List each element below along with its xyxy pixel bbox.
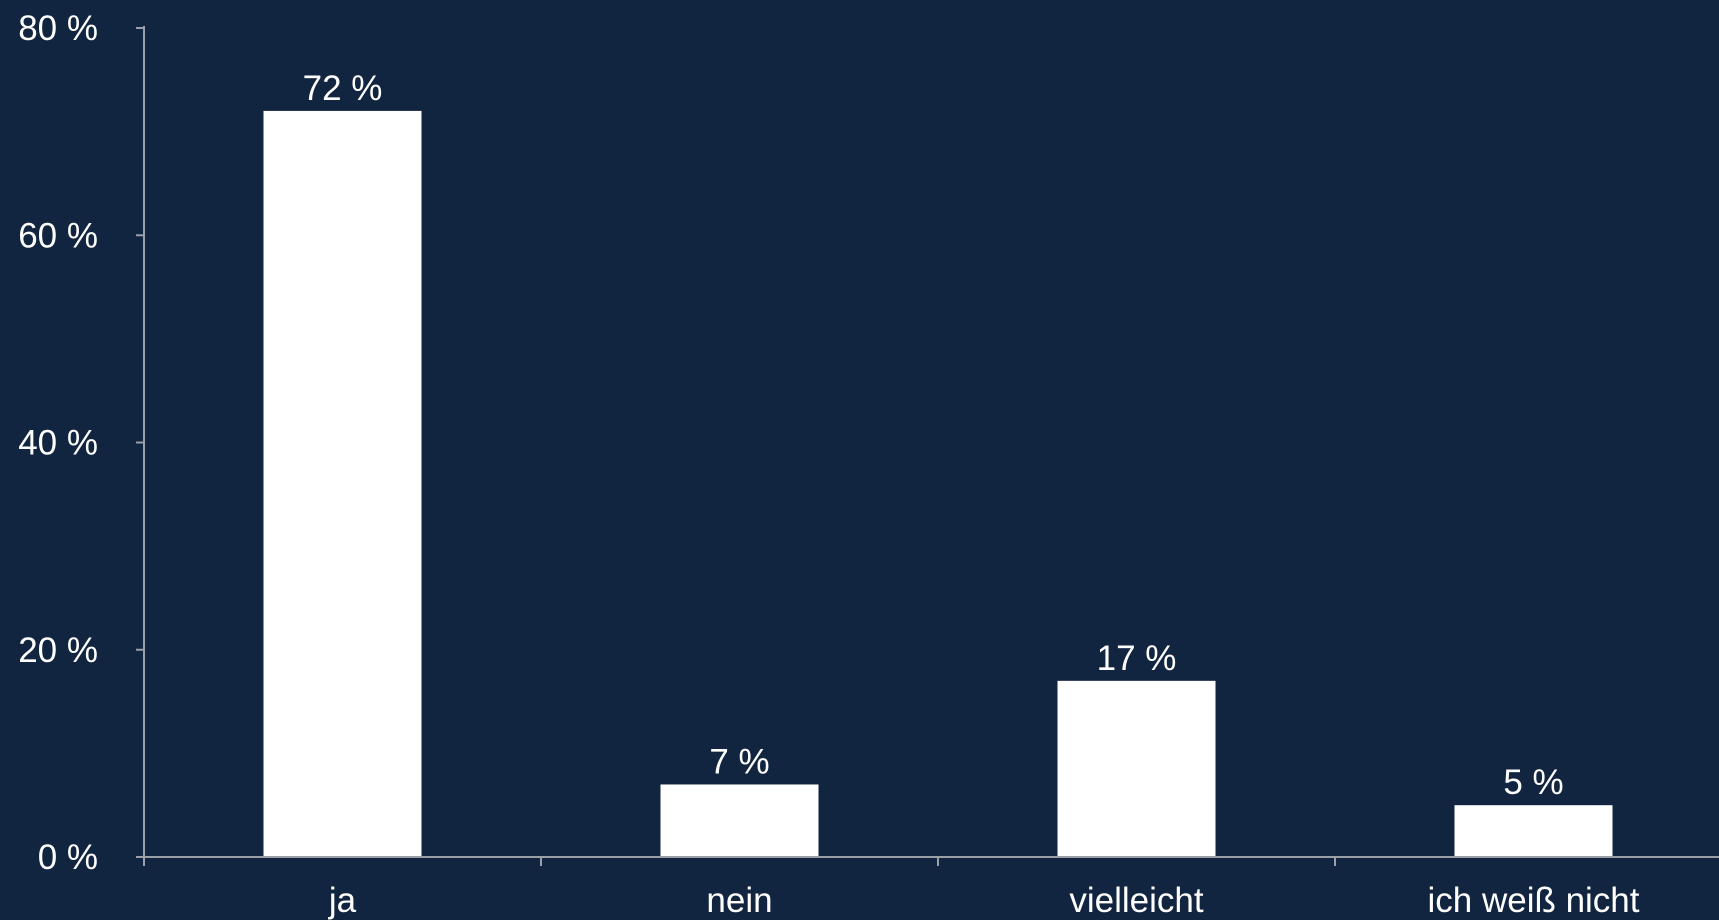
x-axis: ja nein vielleicht ich weiß nicht xyxy=(136,856,1719,920)
y-tick-label: 20 % xyxy=(18,631,98,670)
y-tick-label: 40 % xyxy=(18,424,98,463)
y-tick-label: 60 % xyxy=(18,216,98,255)
bar-0 xyxy=(263,110,422,857)
x-tick-label: nein xyxy=(706,881,772,920)
x-tick-label: ich weiß nicht xyxy=(1427,881,1639,920)
bar-3 xyxy=(1454,805,1613,857)
y-tick-label: 0 % xyxy=(38,838,98,877)
data-label: 72 % xyxy=(303,69,383,108)
x-tick-label: ja xyxy=(328,881,357,920)
y-axis-ticks: 0 % 20 % 40 % 60 % 80 % xyxy=(18,9,144,877)
y-tick-label: 80 % xyxy=(18,9,98,48)
x-tick-label: vielleicht xyxy=(1069,881,1203,920)
bar-1 xyxy=(660,784,819,857)
bars: 72 % 7 % 17 % 5 % xyxy=(263,69,1613,857)
bar-2 xyxy=(1057,680,1216,857)
data-label: 7 % xyxy=(709,742,769,781)
data-label: 17 % xyxy=(1097,639,1177,678)
data-label: 5 % xyxy=(1503,763,1563,802)
